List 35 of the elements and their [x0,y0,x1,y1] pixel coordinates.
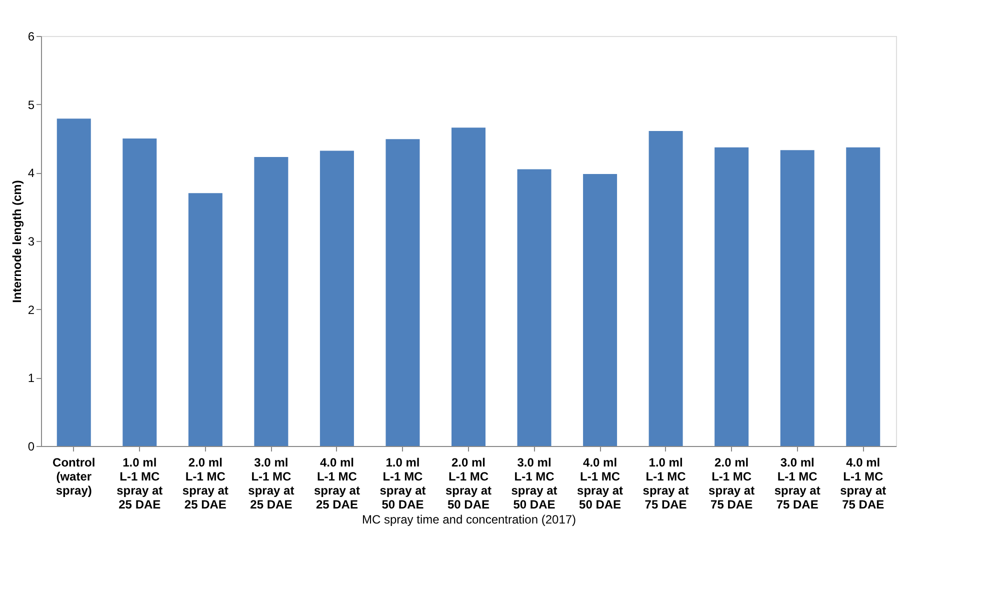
bar [846,147,880,446]
bar [714,147,749,446]
x-tick-label: 4.0 ml L-1 MC spray at 25 DAE [314,456,360,512]
y-axis-title: Internode length (cm) [10,180,24,303]
bar [188,193,222,446]
x-tick-label: 4.0 ml L-1 MC spray at 50 DAE [577,456,624,512]
bar [583,174,618,446]
y-tick-label: 5 [28,98,35,112]
bar [254,156,288,446]
y-tick-label: 4 [28,166,35,180]
x-tick-label: 1.0 ml L-1 MC spray at 50 DAE [380,456,426,512]
x-tick-label: 3.0 ml L-1 MC spray at 75 DAE [774,456,820,512]
bar [517,169,552,446]
y-tick-label: 6 [28,30,35,44]
y-tick-label: 0 [28,440,35,454]
x-tick-label: 1.0 ml L-1 MC spray at 25 DAE [116,456,163,512]
x-tick-label: 4.0 ml L-1 MC spray at 75 DAE [840,456,886,512]
bar [320,150,354,446]
y-tick-label: 2 [28,302,35,317]
x-axis-title: MC spray time and concentration (2017) [362,512,576,526]
bar [386,139,420,446]
x-tick-label: 1.0 ml L-1 MC spray at 75 DAE [642,456,689,512]
y-tick-label: 3 [28,234,35,248]
bar [452,128,486,446]
bar [56,118,91,446]
x-tick-label: 2.0 ml L-1 MC spray at 75 DAE [708,456,755,512]
x-tick-label: 2.0 ml L-1 MC spray at 50 DAE [445,456,492,512]
bar [648,130,683,446]
x-tick-label: Control (water spray) [52,456,96,498]
bar [780,150,814,446]
y-tick-label: 1 [28,371,35,386]
x-tick-label: 2.0 ml L-1 MC spray at 25 DAE [182,456,228,512]
bar [122,138,157,446]
x-tick-label: 3.0 ml L-1 MC spray at 25 DAE [248,456,294,512]
x-tick-label: 3.0 ml L-1 MC spray at 50 DAE [511,456,558,512]
